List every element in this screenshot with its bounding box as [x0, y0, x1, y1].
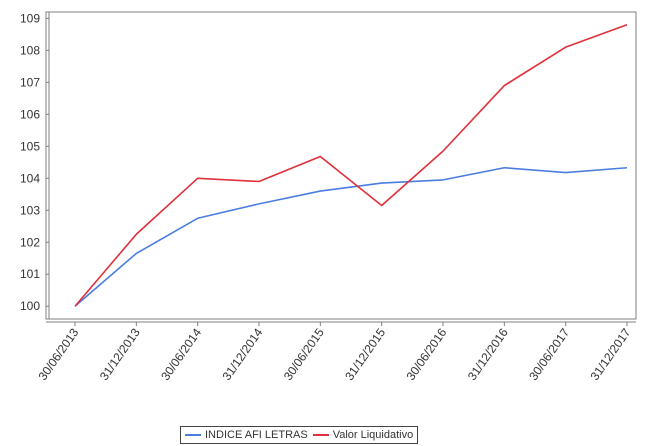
x-tick-label: 31/12/2014 — [220, 325, 266, 382]
legend-label-valor-liquidativo: Valor Liquidativo — [332, 429, 414, 441]
x-axis-ticks: 30/06/2013 31/12/2013 30/06/2014 31/12/2014… — [36, 322, 634, 383]
x-tick-label: 31/12/2017 — [588, 325, 634, 382]
plot-area-frame — [45, 11, 637, 320]
x-tick-label: 31/12/2015 — [342, 325, 388, 382]
y-tick-label: 102 — [20, 235, 40, 249]
legend-label-indice-afi-letras: INDICE AFI LETRAS — [205, 429, 308, 441]
y-tick-label: 107 — [20, 75, 40, 89]
series-line-valor-liquidativo — [74, 24, 628, 307]
legend: INDICE AFI LETRAS Valor Liquidativo — [180, 426, 419, 444]
x-tick-label: 30/06/2015 — [281, 325, 327, 382]
x-tick-label: 31/12/2016 — [465, 325, 511, 382]
legend-swatch-valor-liquidativo — [312, 434, 329, 436]
legend-item-valor-liquidativo: Valor Liquidativo — [312, 429, 414, 441]
y-axis-ticks: 100 101 102 103 104 105 106 107 108 109 — [20, 11, 49, 313]
x-tick-label: 30/06/2017 — [526, 325, 572, 382]
y-tick-label: 106 — [20, 107, 40, 121]
y-tick-label: 104 — [20, 171, 40, 185]
legend-swatch-indice-afi-letras — [185, 434, 201, 436]
x-tick-label: 30/06/2013 — [36, 325, 82, 382]
x-tick-label: 31/12/2013 — [97, 325, 143, 382]
y-tick-label: 108 — [20, 43, 40, 57]
y-tick-label: 109 — [20, 11, 40, 25]
y-tick-label: 100 — [20, 299, 40, 313]
x-tick-label: 30/06/2016 — [404, 325, 450, 382]
y-tick-label: 101 — [20, 267, 40, 281]
legend-item-indice-afi-letras: INDICE AFI LETRAS — [185, 429, 308, 441]
y-tick-label: 103 — [20, 203, 40, 217]
series-line-indice-afi-letras — [74, 166, 628, 307]
series-layer — [74, 24, 628, 307]
x-tick-label: 30/06/2014 — [158, 325, 204, 382]
y-tick-label: 105 — [20, 139, 40, 153]
